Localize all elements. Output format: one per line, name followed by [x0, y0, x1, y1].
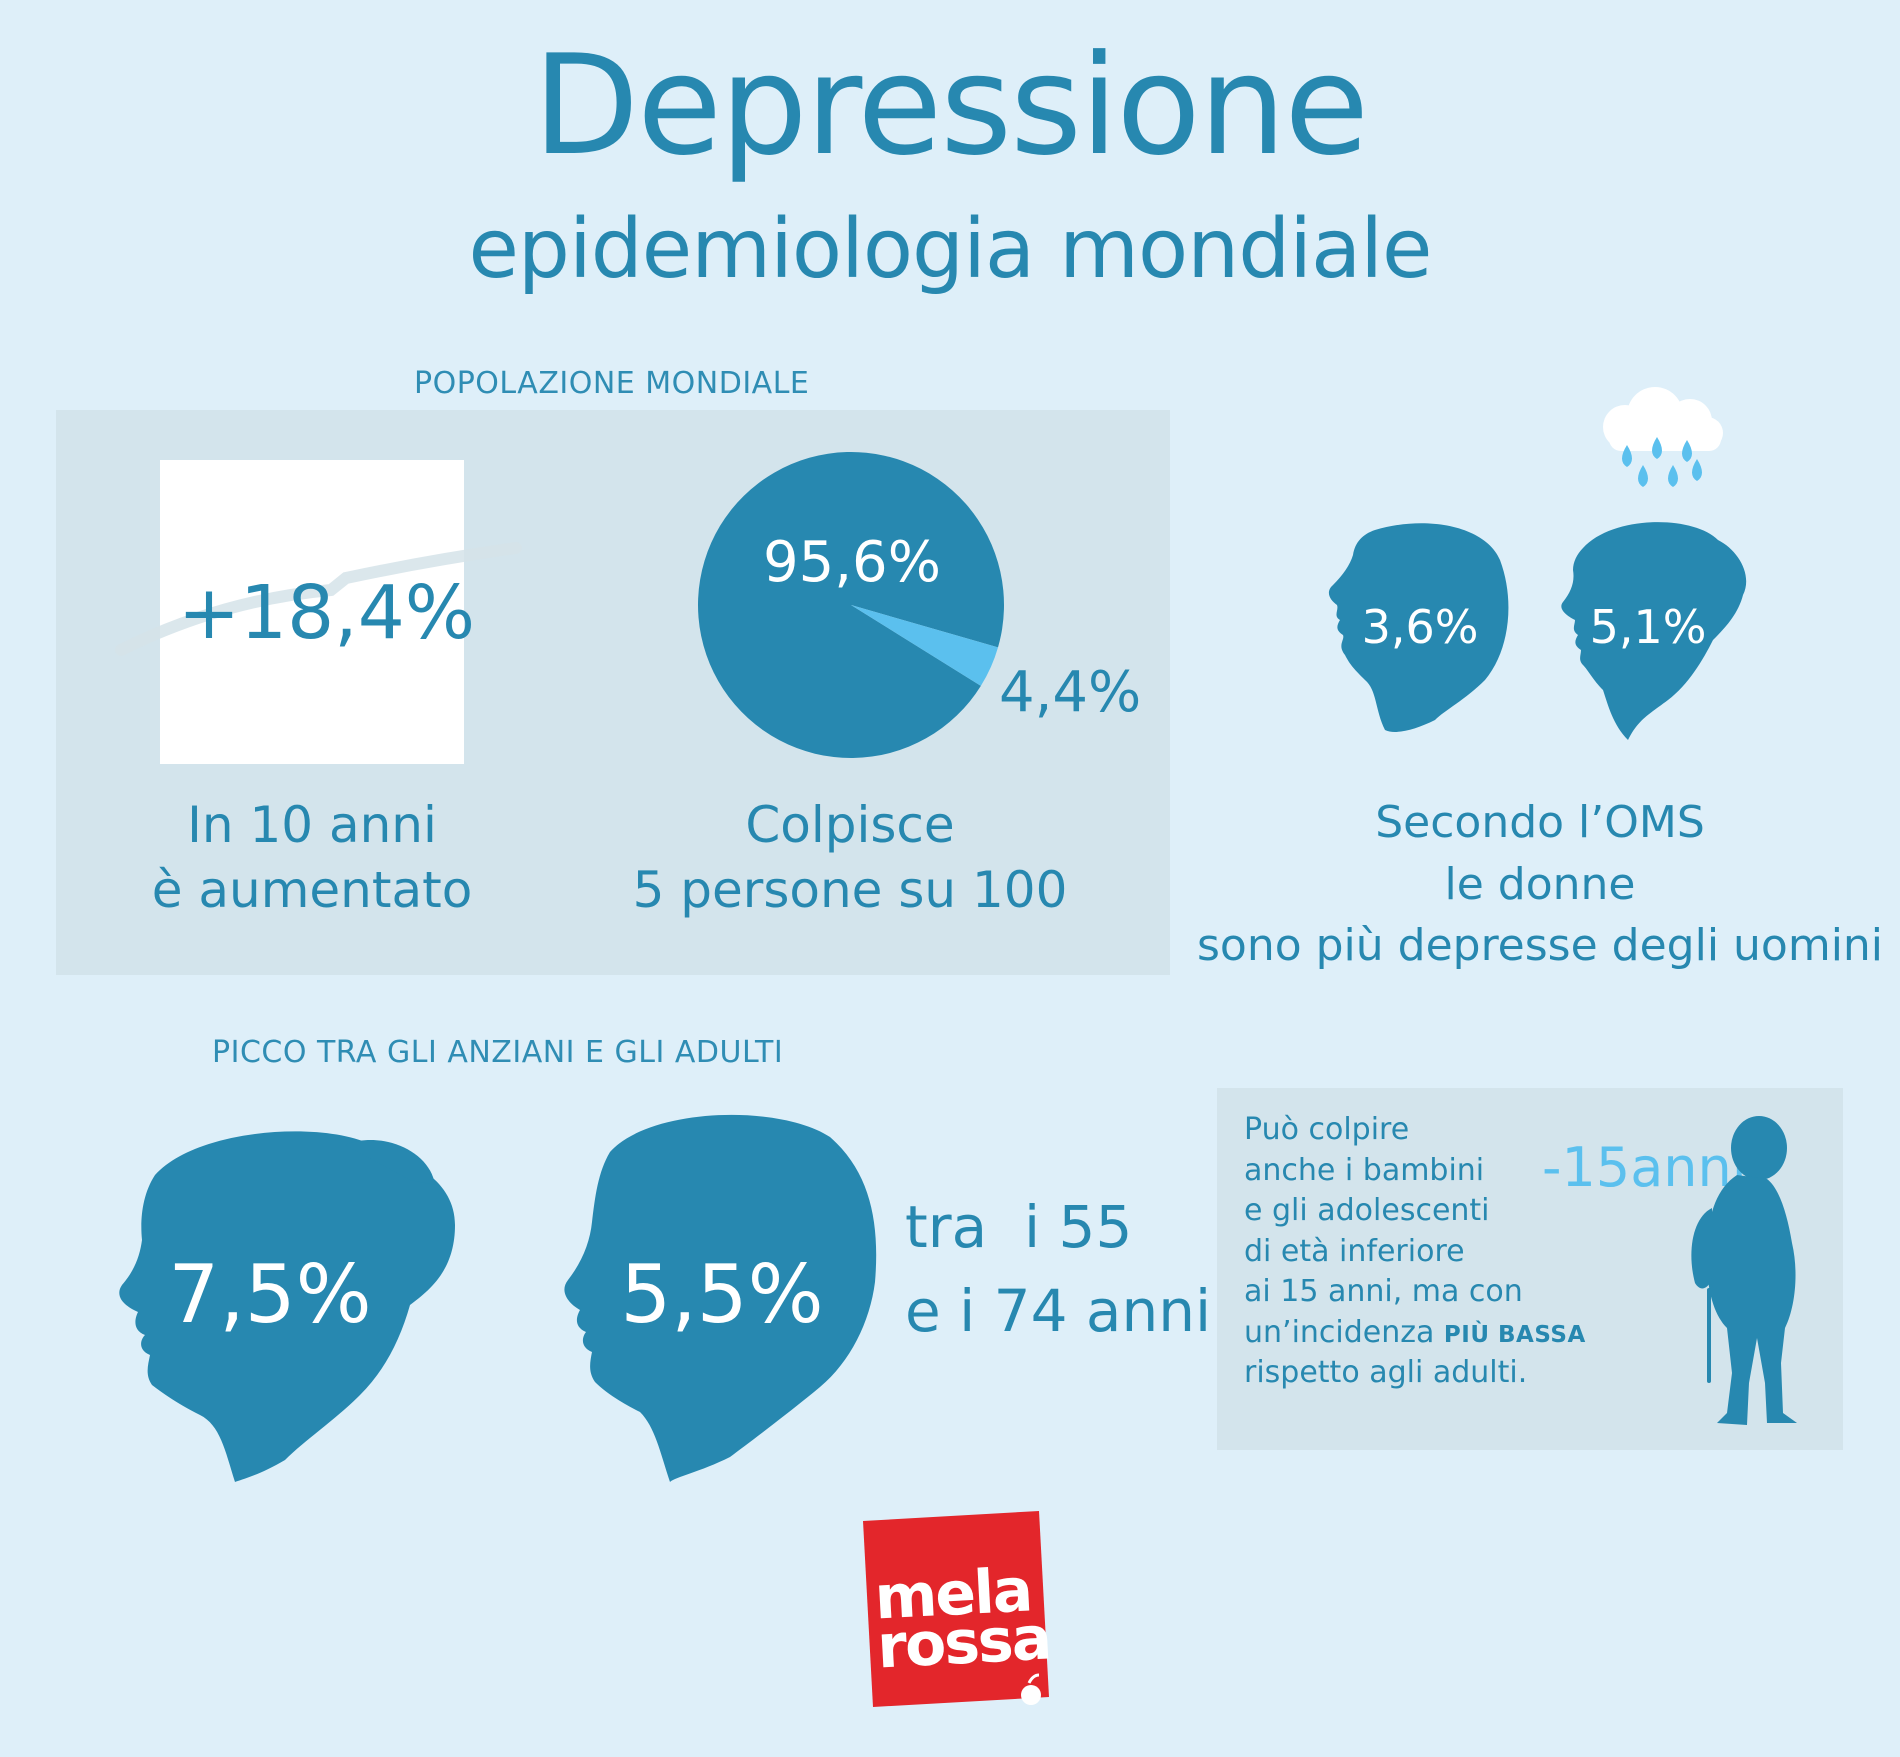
children-line1: Può colpire: [1244, 1112, 1410, 1147]
gender-caption: Secondo l’OMS le donne sono più depresse…: [1190, 792, 1890, 977]
growth-caption: In 10 anni è aumentato: [112, 793, 512, 923]
page-subtitle: epidemiologia mondiale: [468, 202, 1432, 297]
prevalence-pie-chart: [698, 452, 1004, 758]
age-peak-label: PICCO TRA GLI ANZIANI E GLI ADULTI: [212, 1035, 784, 1070]
pie-caption-line2: 5 persone su 100: [632, 861, 1068, 919]
world-population-panel: +18,4% In 10 anni è aumentato 95,6% 4,4%…: [56, 410, 1170, 975]
pie-slice-1: [698, 452, 1004, 758]
age-badge: -15anni: [1542, 1136, 1747, 1199]
female-head-large-icon: [119, 1131, 455, 1482]
age-range-line1: tra i 55: [905, 1193, 1133, 1261]
children-panel: Può colpire anche i bambini e gli adoles…: [1217, 1088, 1843, 1450]
children-text: Può colpire anche i bambini e gli adoles…: [1244, 1110, 1586, 1394]
gender-caption-line3: sono più depresse degli uomini: [1196, 920, 1884, 972]
child-silhouette-icon: [1691, 1116, 1797, 1425]
logo-line2: rossa: [875, 1603, 1052, 1683]
male-peak-pct: 5,5%: [620, 1248, 824, 1341]
pie-label-large: 95,6%: [763, 530, 941, 595]
page-title: Depressione: [532, 25, 1369, 186]
age-range-line2: e i 74 anni: [905, 1277, 1212, 1346]
children-line7: rispetto agli adulti.: [1244, 1355, 1528, 1390]
gender-caption-line1: Secondo l’OMS: [1375, 797, 1705, 848]
age-range-text: tra i 55 e i 74 anni: [905, 1185, 1211, 1353]
melarossa-logo-background: [863, 1511, 1049, 1707]
growth-caption-line2: è aumentato: [151, 861, 473, 919]
children-line4: di età inferiore: [1244, 1233, 1465, 1269]
growth-value: +18,4%: [178, 570, 476, 656]
children-line6-text: un’incidenza: [1244, 1314, 1444, 1350]
pie-caption-line1: Colpisce: [745, 796, 955, 854]
children-line2: anche i bambini: [1244, 1152, 1485, 1188]
children-line5: ai 15 anni, ma con: [1244, 1274, 1523, 1309]
melarossa-logo-text: mela rossa: [873, 1555, 1052, 1683]
world-population-label: POPOLAZIONE MONDIALE: [414, 366, 810, 401]
female-peak-pct: 7,5%: [168, 1248, 372, 1341]
trend-line-icon: [115, 542, 522, 656]
pie-slice-2: [851, 605, 999, 686]
rain-cloud-icon: [1603, 387, 1723, 487]
growth-caption-line1: In 10 anni: [187, 796, 437, 854]
children-line6: un’incidenza PIÙ BASSA: [1244, 1313, 1586, 1354]
male-head-icon: [1328, 523, 1509, 732]
male-head-large-icon: [564, 1114, 877, 1482]
children-line6-bold: PIÙ BASSA: [1443, 1321, 1586, 1348]
gender-caption-line2: le donne: [1444, 858, 1636, 910]
children-line3: e gli adolescenti: [1244, 1193, 1490, 1228]
male-pct: 3,6%: [1361, 600, 1479, 654]
female-pct: 5,1%: [1589, 600, 1707, 654]
female-head-icon: [1561, 522, 1747, 740]
pie-label-small: 4,4%: [999, 660, 1142, 725]
pie-caption: Colpisce 5 persone su 100: [600, 793, 1100, 923]
